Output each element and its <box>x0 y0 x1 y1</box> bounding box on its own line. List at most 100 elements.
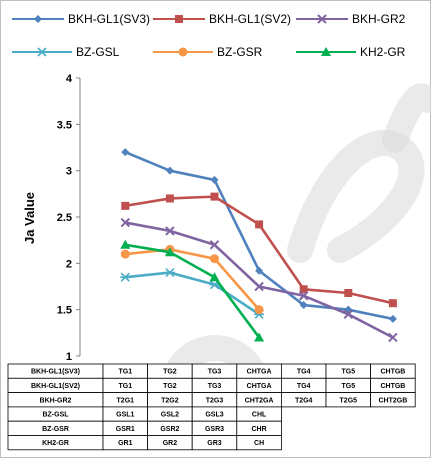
table-cell-text: GSR2 <box>160 426 179 433</box>
table-row: KH2-GR GR1 GR2 GR3 CH <box>7 435 282 451</box>
table-cell-text: GR2 <box>163 440 178 447</box>
y-tick-label: 1 <box>66 351 72 363</box>
series-line <box>125 248 261 311</box>
table-cell-text: TG5 <box>341 369 355 376</box>
series-bkh-gl1-sv3 <box>121 148 397 323</box>
table-cell-text: TG1 <box>118 383 132 390</box>
data-point <box>120 272 131 282</box>
table-row-label: BKH-GL1(SV2) <box>31 383 80 390</box>
legend-label: BKH-GL1(SV3) <box>68 12 150 26</box>
table-row: BKH-GR2 T2G1 T2G2 T2G3 CHT2GA T2G4 T2G5 CHT2GB <box>7 392 416 408</box>
table-cell-text: TG4 <box>297 383 311 390</box>
data-point <box>254 281 264 292</box>
table-cell-text: CHTGA <box>247 383 272 390</box>
table-cell-text: GR3 <box>207 440 222 447</box>
table-cell <box>370 392 416 408</box>
data-point <box>210 254 219 264</box>
table-cell-text: GSR1 <box>116 426 135 433</box>
data-point <box>210 192 219 201</box>
data-point <box>120 249 130 259</box>
table-cell-text: TG4 <box>297 369 311 376</box>
y-tick-label: 4 <box>66 73 73 85</box>
legend-label: KH2-GR <box>360 45 406 59</box>
table-cell-text: CHTGA <box>247 369 272 376</box>
table-row: BKH-GL1(SV2) TG1 TG2 TG3 CHTGA TG4 TG5 CHTGB <box>7 377 416 393</box>
legend-marker <box>175 15 183 23</box>
data-point <box>388 314 397 323</box>
data-point <box>209 240 220 250</box>
data-point <box>255 266 264 275</box>
data-point <box>254 305 264 315</box>
table-cell-text: CHTGB <box>380 383 405 390</box>
table-cell-text: GSL2 <box>161 412 179 419</box>
legend-marker <box>34 15 42 23</box>
y-tick-label: 3 <box>66 166 72 178</box>
legend-marker <box>317 14 327 24</box>
table-cell-text: TG2 <box>163 383 177 390</box>
data-point <box>121 201 130 210</box>
table-cell-text: TG2 <box>163 369 177 376</box>
table-cell-text: T2G4 <box>295 397 313 404</box>
data-point <box>344 288 353 297</box>
data-point <box>388 332 398 343</box>
table-cell-text: CHT2GB <box>379 397 408 404</box>
table-row-label: KH2-GR <box>42 440 69 447</box>
y-tick-label: 1.5 <box>57 305 72 317</box>
table-cell-text: T2G3 <box>206 397 224 404</box>
table-cell-text: GSL3 <box>205 412 223 419</box>
data-point <box>120 217 131 228</box>
chart-legend: BKH-GL1(SV3) BKH-GL1(SV2) BKH-GR2 BZ-GSL BZ-… <box>12 12 406 59</box>
data-point <box>254 332 265 342</box>
legend-marker <box>37 47 47 57</box>
y-tick-label: 2 <box>66 258 72 270</box>
series-layer <box>120 148 398 343</box>
y-tick-label: 2.5 <box>57 212 72 224</box>
table-cell-text: CHT2GA <box>245 397 274 404</box>
table-cell-text: T2G2 <box>161 397 179 404</box>
table-cell-text: CH <box>254 440 264 447</box>
table-cell-text: GR1 <box>118 440 133 447</box>
table-row-label: BKH-GL1(SV3) <box>31 369 80 376</box>
legend-marker <box>178 47 188 57</box>
table-cell-text: TG1 <box>118 369 132 376</box>
data-point <box>121 148 130 157</box>
series-line <box>125 243 261 339</box>
series-kh2-gr <box>120 239 265 342</box>
data-table: BKH-GL1(SV3) TG1 TG2 TG3 CHTGA TG4 TG5 CHTGBBKH… <box>7 363 416 451</box>
table-cell <box>236 435 282 451</box>
legend-label: BKH-GL1(SV2) <box>209 12 291 26</box>
legend-label: BZ-GSL <box>76 45 120 59</box>
data-point <box>343 309 354 320</box>
legend-marker <box>321 47 331 56</box>
legend-label: BZ-GSR <box>217 45 263 59</box>
y-axis-label: Ja Value <box>22 192 37 244</box>
series-bkh-gl1-sv2 <box>121 192 397 308</box>
legend-label: BKH-GR2 <box>352 12 406 26</box>
table-cell-text: T2G1 <box>117 397 135 404</box>
table-cell-text: TG5 <box>341 383 355 390</box>
y-tick-label: 3.5 <box>57 119 72 131</box>
table-row-label: BZ-GSR <box>42 426 69 433</box>
table-row: BKH-GL1(SV3) TG1 TG2 TG3 CHTGA TG4 TG5 CHTGB <box>7 363 416 379</box>
table-row-label: BZ-GSL <box>42 412 69 419</box>
table-cell-text: TG3 <box>208 383 222 390</box>
data-point <box>255 220 264 229</box>
data-point <box>164 247 175 257</box>
table-row-label: BKH-GR2 <box>40 397 72 404</box>
data-point <box>210 175 219 184</box>
table-row: BZ-GSR GSR1 GSR2 GSR3 CHR <box>7 420 282 436</box>
table-cell-text: CHR <box>252 426 267 433</box>
data-point <box>209 272 220 282</box>
table-cell-text: T2G5 <box>340 397 358 404</box>
data-point <box>164 268 175 278</box>
series-line <box>125 271 260 316</box>
data-point <box>388 299 397 308</box>
table-cell-text: CHTGB <box>380 369 405 376</box>
data-point <box>299 285 308 294</box>
table-cell-text: CHL <box>252 412 267 419</box>
data-point <box>165 166 174 175</box>
data-point <box>120 239 131 249</box>
data-point <box>165 226 175 236</box>
y-axis: 1 1.5 2 2.5 3 3.5 4 <box>57 73 81 363</box>
data-point <box>298 291 309 301</box>
